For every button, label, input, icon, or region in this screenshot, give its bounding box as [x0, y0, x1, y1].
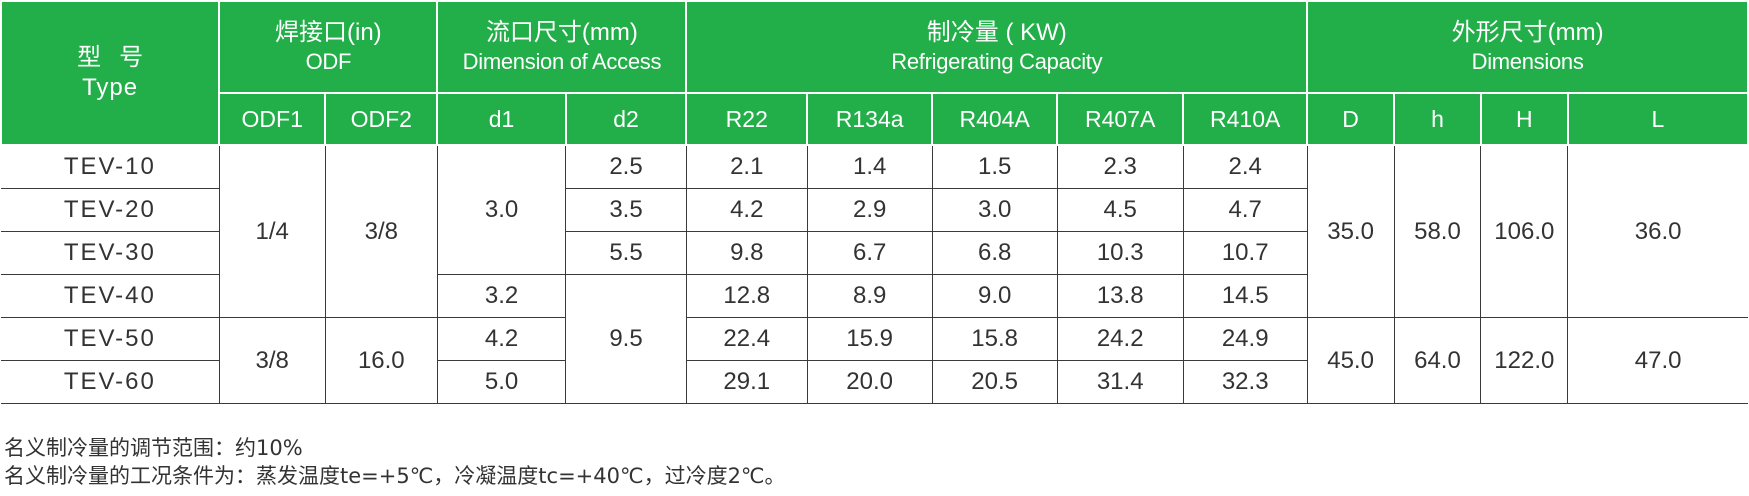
cell-r134a: 6.7: [806, 231, 933, 275]
cell-d2: 2.5: [565, 144, 687, 189]
col-header-r404a: R404A: [931, 92, 1059, 146]
header-type-en: Type: [82, 74, 139, 101]
col-header-L: L: [1566, 92, 1749, 146]
cell-d1: 5.0: [436, 360, 567, 404]
cell-model: TEV-30: [1, 231, 220, 275]
cell-r404a: 9.0: [931, 274, 1058, 318]
cell-model: TEV-20: [1, 188, 220, 232]
header-access-zh: 流口尺寸(mm): [485, 19, 638, 46]
cell-r134a: 1.4: [806, 144, 933, 189]
col-header-r22: R22: [685, 92, 809, 146]
cell-r407a: 2.3: [1056, 144, 1184, 189]
col-header-odf1: ODF1: [218, 92, 327, 146]
cell-model: TEV-10: [1, 144, 220, 189]
col-header-h: h: [1393, 92, 1482, 146]
header-dimensions-en: Dimensions: [1471, 49, 1584, 74]
cell-odf2: 3/8: [324, 144, 438, 318]
header-group-dimensions: 外形尺寸(mm) Dimensions: [1306, 0, 1749, 94]
cell-r410a: 24.9: [1182, 317, 1308, 361]
cell-r22: 29.1: [685, 360, 808, 404]
cell-r407a: 31.4: [1056, 360, 1184, 404]
header-type-zh: 型号: [77, 44, 162, 71]
cell-r134a: 20.0: [806, 360, 933, 404]
cell-r134a: 2.9: [806, 188, 933, 232]
header-capacity-zh: 制冷量 ( KW): [926, 19, 1067, 46]
cell-r410a: 14.5: [1182, 274, 1308, 318]
cell-r404a: 15.8: [931, 317, 1058, 361]
col-header-D: D: [1306, 92, 1396, 146]
cell-dim-D: 35.0: [1306, 144, 1395, 318]
cell-r410a: 32.3: [1182, 360, 1308, 404]
cell-model: TEV-50: [1, 317, 220, 361]
cell-r407a: 13.8: [1056, 274, 1184, 318]
header-type: 型号 Type: [0, 0, 221, 146]
cell-dim-H: 106.0: [1480, 144, 1569, 318]
cell-r404a: 3.0: [931, 188, 1058, 232]
col-header-r134a: R134a: [806, 92, 934, 146]
cell-r410a: 2.4: [1182, 144, 1308, 189]
table-row: TEV-20 3.5 4.2 2.9 3.0 4.5 4.7: [1, 188, 1748, 232]
col-header-odf2: ODF2: [324, 92, 439, 146]
table-row: TEV-10 1/4 3/8 3.0 2.5 2.1 1.4 1.5 2.3 2…: [1, 144, 1748, 318]
cell-odf1: 1/4: [218, 144, 326, 318]
cell-r22: 22.4: [685, 317, 808, 361]
header-group-odf: 焊接口(in) ODF: [218, 0, 439, 94]
cell-r134a: 15.9: [806, 317, 933, 361]
note-conditions: 名义制冷量的工况条件为：蒸发温度te=+5℃，冷凝温度tc=+40℃，过冷度2℃…: [4, 464, 786, 488]
table-row: TEV-50 3/8 16.0 4.2 22.4 15.9 15.8 24.2 …: [1, 317, 1748, 404]
cell-dim-D: 45.0: [1306, 317, 1395, 404]
cell-r22: 4.2: [685, 188, 808, 232]
cell-d2: 3.5: [565, 188, 687, 232]
cell-model: TEV-60: [1, 360, 220, 404]
cell-odf2: 16.0: [324, 317, 438, 404]
cell-r22: 2.1: [685, 144, 808, 189]
cell-r407a: 24.2: [1056, 317, 1184, 361]
col-header-d1: d1: [436, 92, 567, 146]
header-dimensions-zh: 外形尺寸(mm): [1451, 19, 1604, 46]
spec-table: 型号 Type 焊接口(in) ODF 流口尺寸(mm) Dimension o…: [0, 0, 1749, 404]
cell-r407a: 10.3: [1056, 231, 1184, 275]
footnotes: 名义制冷量的调节范围：约10% 名义制冷量的工况条件为：蒸发温度te=+5℃，冷…: [4, 434, 786, 490]
col-header-H: H: [1479, 92, 1569, 146]
cell-r404a: 1.5: [931, 144, 1058, 189]
cell-dim-L: 47.0: [1567, 317, 1748, 404]
col-header-d2: d2: [564, 92, 688, 146]
cell-d2: 5.5: [565, 231, 687, 275]
cell-r410a: 10.7: [1182, 231, 1308, 275]
col-header-r410a: R410A: [1182, 92, 1309, 146]
cell-d1: 3.2: [436, 274, 567, 318]
cell-dim-H: 122.0: [1480, 317, 1569, 404]
cell-d1: 3.0: [436, 144, 567, 275]
cell-r22: 9.8: [685, 231, 808, 275]
cell-r134a: 8.9: [806, 274, 933, 318]
header-access-en: Dimension of Access: [462, 49, 662, 74]
cell-r404a: 6.8: [931, 231, 1058, 275]
cell-r407a: 4.5: [1056, 188, 1184, 232]
cell-r22: 12.8: [685, 274, 808, 318]
cell-dim-h: 58.0: [1393, 144, 1482, 318]
cell-d2: 9.5: [565, 274, 687, 404]
header-group-capacity: 制冷量 ( KW) Refrigerating Capacity: [685, 0, 1309, 94]
table-row: TEV-40 3.2 9.5 12.8 8.9 9.0 13.8 14.5: [1, 274, 1748, 404]
cell-dim-L: 36.0: [1567, 144, 1748, 318]
header-odf-en: ODF: [305, 49, 352, 74]
note-adjust-range: 名义制冷量的调节范围：约10%: [4, 436, 303, 460]
table-row: TEV-60 5.0 29.1 20.0 20.5 31.4 32.3: [1, 360, 1748, 404]
header-capacity-en: Refrigerating Capacity: [891, 49, 1103, 74]
cell-model: TEV-40: [1, 274, 220, 318]
col-header-r407a: R407A: [1056, 92, 1185, 146]
cell-d1: 4.2: [436, 317, 567, 361]
header-odf-zh: 焊接口(in): [275, 19, 382, 46]
header-group-access: 流口尺寸(mm) Dimension of Access: [436, 0, 688, 94]
cell-r404a: 20.5: [931, 360, 1058, 404]
table-row: TEV-30 5.5 9.8 6.7 6.8 10.3 10.7: [1, 231, 1748, 275]
cell-odf1: 3/8: [218, 317, 326, 404]
cell-r410a: 4.7: [1182, 188, 1308, 232]
cell-dim-h: 64.0: [1393, 317, 1482, 404]
